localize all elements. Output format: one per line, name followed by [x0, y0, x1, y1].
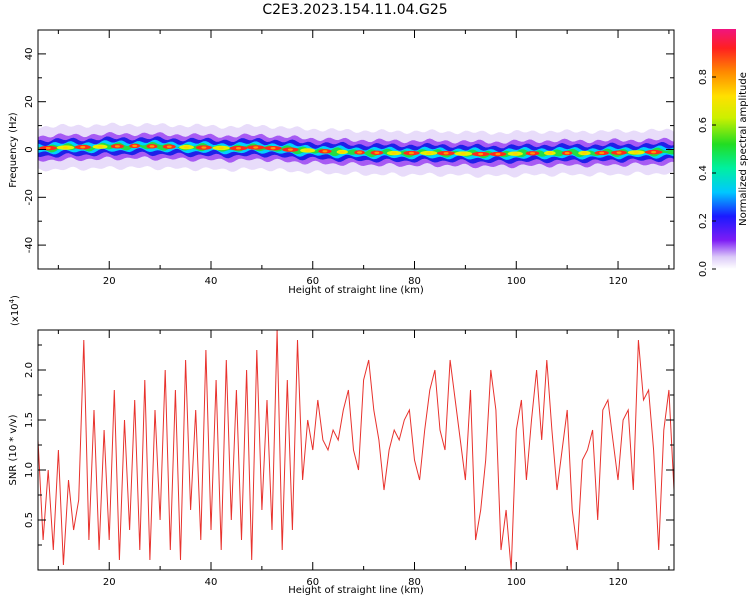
spec-hotspot-core [374, 151, 380, 154]
spec-hotspot-core [478, 152, 484, 156]
spectrogram-xlabel: Height of straight line (km) [288, 285, 424, 296]
snr-ytick-label: 0.5 [24, 512, 35, 528]
spec-hotspot-core [391, 151, 397, 155]
spec-hotspot-core [495, 152, 501, 156]
snr-series-line [37, 329, 675, 571]
spec-ytick-label: 0 [24, 146, 35, 152]
spec-xtick-label: 80 [408, 276, 421, 287]
spec-hotspot-core [201, 146, 207, 149]
snr-ytick-label: 1.5 [24, 412, 35, 428]
spec-hotspot-core [235, 147, 241, 150]
spec-xtick-label: 100 [507, 276, 526, 287]
spec-ytick-label: 20 [24, 95, 35, 108]
spectrogram-marks [38, 122, 674, 178]
colorbar-tick-label: 0.6 [698, 117, 709, 133]
spec-hotspot-core [132, 144, 138, 148]
snr-ytick-label: 2.0 [24, 362, 35, 378]
spec-ytick-label: -40 [24, 237, 35, 253]
spec-xtick-label: 60 [306, 276, 319, 287]
colorbar-tick-label: 0.2 [698, 213, 709, 229]
snr-xlabel: Height of straight line (km) [288, 585, 424, 596]
spec-xtick-label: 20 [103, 276, 116, 287]
snr-xtick-label: 60 [306, 577, 319, 588]
spec-hotspot-core [270, 146, 276, 150]
spec-hotspot-core [97, 145, 103, 148]
spec-hotspot-core [616, 151, 622, 154]
spec-hotspot-core [599, 151, 605, 155]
spec-hotspot-core [253, 146, 259, 149]
spec-hotspot-core [166, 145, 172, 148]
spec-hotspot-core [80, 145, 86, 149]
spec-hotspot-core [564, 151, 570, 155]
snr-ytick-label: 1.0 [24, 462, 35, 478]
spec-hotspot-core [651, 150, 657, 154]
spectrogram-axes: 20 40 60 80 100 120 -40 -20 0 20 40 [24, 30, 674, 287]
spec-hotspot-core [305, 149, 311, 152]
spec-hotspot-core [633, 151, 639, 154]
spec-hotspot-core [426, 151, 432, 155]
spec-hotspot-core [357, 151, 363, 154]
spec-hotspot-core [408, 151, 414, 155]
spec-hotspot-core [287, 148, 293, 151]
snr-axes: 20 40 60 80 100 120 0.5 1.0 1.5 2.0 [24, 330, 674, 588]
spec-hotspot-core [45, 146, 51, 150]
figure-title: C2E3.2023.154.11.04.G25 [262, 2, 447, 18]
spec-hotspot-core [530, 152, 536, 155]
snr-panel: 20 40 60 80 100 120 0.5 1.0 1.5 2.0 Height of str… [8, 295, 675, 596]
spec-hotspot-core [581, 151, 587, 155]
spectrogram-panel: 20 40 60 80 100 120 -40 -20 0 20 40 Height of stra… [8, 29, 675, 296]
snr-xtick-label: 80 [408, 577, 421, 588]
spec-hotspot-core [460, 152, 466, 155]
spectrogram-ylabel: Frequency (Hz) [8, 112, 19, 188]
snr-frame [37, 329, 675, 571]
colorbar-tick-label: 0.4 [698, 165, 709, 181]
snr-xtick-label: 40 [205, 577, 218, 588]
spec-hotspot-core [114, 145, 120, 148]
colorbar-label: Normalized spectral amplitude [738, 72, 749, 226]
spec-hotspot-core [512, 152, 518, 155]
snr-ylabel: SNR (10 * v/v) [8, 414, 19, 485]
colorbar-ticks: 0.0 0.2 0.4 0.6 0.8 [698, 69, 716, 277]
snr-xtick-label: 120 [608, 577, 627, 588]
colorbar-tick-label: 0.0 [698, 261, 709, 277]
spec-ytick-label: 40 [24, 48, 35, 61]
snr-scale-label: (x104) [8, 295, 21, 326]
spec-hotspot-core [62, 146, 68, 149]
spec-hotspot-core [443, 152, 449, 155]
snr-xtick-label: 20 [103, 577, 116, 588]
colorbar-scale [712, 29, 736, 269]
spec-hotspot-core [184, 145, 190, 149]
colorbar-tick-label: 0.8 [698, 69, 709, 85]
spec-hotspot-core [218, 146, 224, 150]
spec-hotspot-core [547, 151, 553, 155]
snr-marks [37, 329, 675, 571]
spec-hotspot-core [149, 145, 155, 148]
spec-hotspot-core [322, 150, 328, 153]
snr-xtick-label: 100 [507, 577, 526, 588]
spec-hotspot-core [339, 150, 345, 154]
spec-xtick-label: 120 [608, 276, 627, 287]
colorbar: 0.0 0.2 0.4 0.6 0.8 Normalized spectral ampl… [698, 29, 749, 277]
spec-ytick-label: -20 [24, 189, 35, 205]
spec-xtick-label: 40 [205, 276, 218, 287]
